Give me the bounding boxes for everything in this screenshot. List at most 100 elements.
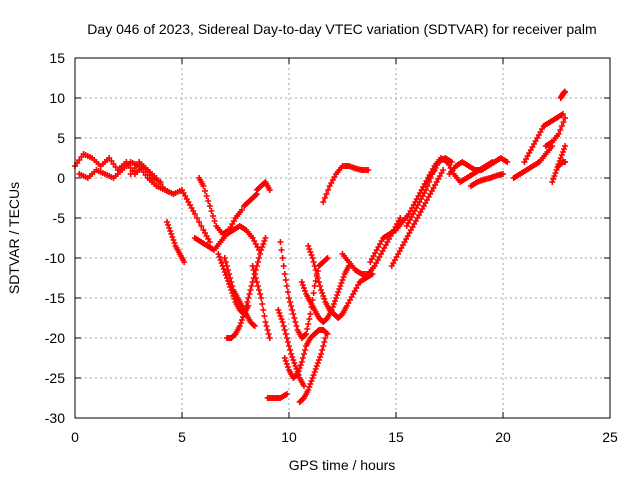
series-arc-q bbox=[281, 327, 331, 381]
data-point bbox=[215, 251, 222, 257]
data-point bbox=[325, 187, 332, 193]
data-point bbox=[264, 327, 271, 333]
data-point bbox=[317, 283, 324, 289]
data-point bbox=[282, 358, 289, 364]
data-point bbox=[292, 319, 299, 325]
data-point bbox=[237, 320, 244, 326]
data-point bbox=[293, 372, 300, 378]
data-point bbox=[226, 281, 233, 287]
data-point bbox=[239, 314, 246, 320]
data-point bbox=[304, 326, 311, 332]
data-point bbox=[553, 167, 560, 173]
data-point bbox=[238, 207, 245, 213]
data-point bbox=[321, 296, 328, 302]
data-point bbox=[222, 259, 229, 265]
y-tick-label: -10 bbox=[45, 250, 65, 266]
data-point bbox=[290, 311, 297, 317]
data-point bbox=[210, 213, 217, 219]
data-point bbox=[313, 271, 320, 277]
data-point bbox=[230, 293, 237, 299]
data-point bbox=[261, 238, 268, 244]
series-arc-w bbox=[388, 167, 447, 269]
x-axis-label: GPS time / hours bbox=[289, 457, 396, 473]
data-point bbox=[397, 215, 404, 221]
data-point bbox=[318, 351, 325, 357]
data-point bbox=[305, 243, 312, 249]
data-point bbox=[335, 289, 342, 295]
data-point bbox=[219, 263, 226, 269]
axis-ticks: 0 5 10 15 20 25 -30 -25 -20 -15 -10 -5 0 5 10 15 bbox=[45, 50, 618, 445]
data-point bbox=[260, 307, 267, 313]
data-point bbox=[181, 259, 188, 265]
data-point bbox=[310, 372, 317, 378]
series-arc-n bbox=[277, 239, 331, 341]
data-point bbox=[283, 391, 290, 397]
data-point bbox=[558, 123, 565, 129]
data-point bbox=[558, 152, 565, 158]
data-point bbox=[221, 255, 228, 261]
series-arc-t bbox=[320, 163, 372, 205]
data-point bbox=[311, 369, 318, 375]
series-arc-k bbox=[253, 179, 273, 193]
data-point bbox=[308, 378, 315, 384]
x-tick-label: 20 bbox=[495, 429, 511, 445]
data-point bbox=[278, 316, 285, 322]
data-point bbox=[559, 149, 566, 155]
data-point bbox=[222, 272, 229, 278]
data-point bbox=[250, 322, 257, 328]
data-point bbox=[202, 188, 209, 194]
data-point bbox=[307, 249, 314, 255]
data-point bbox=[260, 241, 267, 247]
data-point bbox=[279, 255, 286, 261]
data-point bbox=[262, 319, 269, 325]
data-point bbox=[282, 277, 289, 283]
data-point bbox=[241, 311, 248, 317]
y-tick-label: -5 bbox=[53, 210, 66, 226]
data-point bbox=[313, 363, 320, 369]
data-point bbox=[200, 183, 207, 189]
data-point bbox=[242, 307, 249, 313]
data-point bbox=[266, 187, 273, 193]
data-point bbox=[338, 280, 345, 286]
y-tick-label: -20 bbox=[45, 330, 65, 346]
data-point bbox=[315, 357, 322, 363]
data-point bbox=[440, 167, 447, 173]
data-point bbox=[263, 323, 270, 329]
data-point bbox=[277, 239, 284, 245]
series-arc-p bbox=[296, 335, 329, 405]
data-point bbox=[276, 310, 283, 316]
data-point bbox=[191, 211, 198, 217]
data-point bbox=[256, 255, 263, 261]
data-point bbox=[205, 198, 212, 204]
x-tick-label: 15 bbox=[388, 429, 404, 445]
data-point bbox=[218, 260, 225, 266]
data-point bbox=[277, 313, 284, 319]
data-point bbox=[339, 277, 346, 283]
series-arc-d bbox=[164, 219, 188, 265]
data-point bbox=[280, 323, 287, 329]
series-arc-ae bbox=[549, 143, 569, 185]
data-point bbox=[249, 263, 256, 269]
data-point bbox=[302, 288, 309, 294]
data-point bbox=[261, 313, 268, 319]
data-point bbox=[340, 274, 347, 280]
data-point bbox=[164, 219, 171, 225]
data-point bbox=[278, 247, 285, 253]
x-tick-label: 25 bbox=[602, 429, 618, 445]
data-point bbox=[314, 360, 321, 366]
data-point bbox=[165, 222, 172, 228]
data-point bbox=[248, 283, 255, 289]
y-tick-label: -30 bbox=[45, 410, 65, 426]
data-point bbox=[320, 343, 327, 349]
data-point bbox=[227, 284, 234, 290]
data-point bbox=[288, 303, 295, 309]
data-point bbox=[329, 304, 336, 310]
data-point bbox=[562, 159, 569, 165]
series-arc-f bbox=[191, 223, 263, 253]
data-point bbox=[288, 351, 295, 357]
data-point bbox=[290, 357, 297, 363]
data-point bbox=[208, 208, 215, 214]
data-point bbox=[284, 339, 291, 345]
data-point bbox=[333, 295, 340, 301]
data-point bbox=[253, 279, 260, 285]
